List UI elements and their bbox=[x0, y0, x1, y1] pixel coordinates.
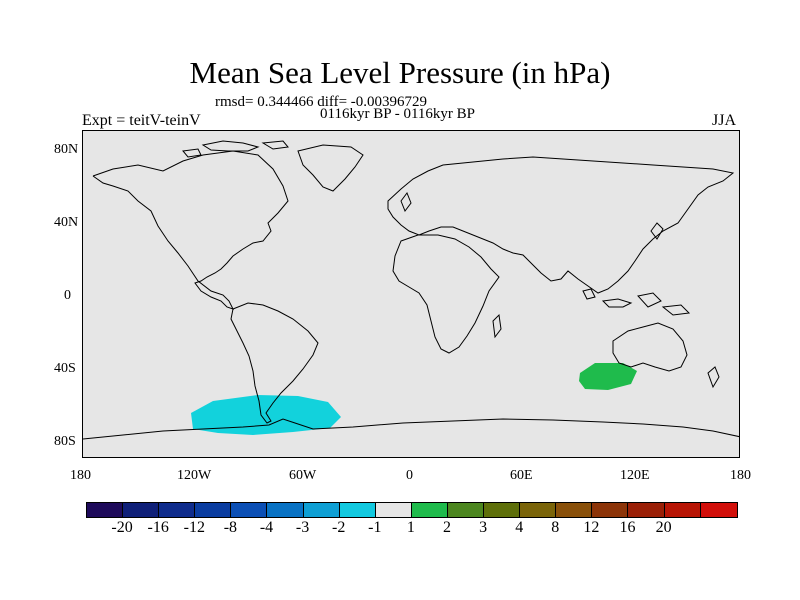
x-tick-label-60w: 60W bbox=[289, 468, 317, 483]
colorbar-label: -3 bbox=[295, 519, 310, 536]
colorbar-swatch bbox=[267, 503, 304, 517]
colorbar-swatch bbox=[484, 503, 521, 517]
coastline-new-zealand bbox=[707, 366, 720, 389]
x-tick-label-180e: 180 bbox=[730, 468, 751, 483]
coastline-africa bbox=[392, 234, 500, 354]
colorbar-label: 4 bbox=[515, 519, 524, 536]
colorbar-label: -1 bbox=[368, 519, 382, 536]
coastline-antarctica bbox=[83, 418, 739, 440]
coastline-madagascar bbox=[492, 313, 502, 339]
colorbar-label: -2 bbox=[332, 519, 346, 536]
y-tick-label-eq: 0 bbox=[64, 288, 71, 303]
colorbar-swatch bbox=[447, 503, 485, 517]
colorbar-swatch bbox=[411, 503, 448, 517]
anomaly-region-southeast-pacific bbox=[191, 395, 341, 435]
colorbar-swatch bbox=[700, 503, 737, 517]
x-tick-label-60e: 60E bbox=[510, 468, 533, 483]
coastline-eurasia bbox=[387, 156, 735, 294]
colorbar-swatch bbox=[231, 503, 268, 517]
map-panel bbox=[82, 130, 740, 458]
colorbar-swatch bbox=[664, 503, 701, 517]
coastline-north-america bbox=[92, 150, 289, 310]
colorbar bbox=[86, 502, 738, 518]
coastline-indonesia bbox=[582, 288, 691, 316]
colorbar-swatch bbox=[556, 503, 593, 517]
season-label: JJA bbox=[712, 112, 737, 129]
colorbar-label: -16 bbox=[147, 519, 169, 536]
colorbar-swatch bbox=[592, 503, 629, 517]
colorbar-label: 1 bbox=[406, 519, 415, 536]
colorbar-label: 8 bbox=[551, 519, 560, 536]
y-tick-label-40n: 40N bbox=[54, 215, 79, 230]
y-tick-label-40s: 40S bbox=[54, 361, 76, 376]
colorbar-swatch bbox=[123, 503, 160, 517]
x-tick-label-180w: 180 bbox=[70, 468, 91, 483]
y-tick-label-80s: 80S bbox=[54, 434, 76, 449]
plot-title: Mean Sea Level Pressure (in hPa) bbox=[189, 55, 611, 90]
colorbar-swatch bbox=[520, 503, 557, 517]
colorbar-swatch bbox=[375, 503, 412, 517]
colorbar-swatch bbox=[195, 503, 232, 517]
coastline-south-america bbox=[230, 302, 319, 424]
coastlines bbox=[83, 140, 739, 440]
experiment-label: Expt = teitV-teinV bbox=[82, 112, 201, 129]
y-tick-label-80n: 80N bbox=[54, 142, 79, 157]
colorbar-label: 20 bbox=[655, 519, 672, 536]
world-map bbox=[83, 140, 739, 440]
stats-line: rmsd= 0.344466 diff= -0.00396729 bbox=[215, 94, 428, 110]
colorbar-label: 2 bbox=[443, 519, 451, 536]
x-tick-label-0: 0 bbox=[406, 468, 413, 483]
colorbar-label: 12 bbox=[583, 519, 600, 536]
anomaly-region-southern-indian-ocean bbox=[579, 363, 637, 390]
colorbar-label: -20 bbox=[111, 519, 133, 536]
coastline-greenland bbox=[297, 144, 364, 192]
coastline-japan bbox=[650, 222, 664, 240]
x-tick-label-120e: 120E bbox=[620, 468, 650, 483]
colorbar-swatch bbox=[87, 503, 124, 517]
colorbar-swatch bbox=[339, 503, 376, 517]
colorbar-label: 16 bbox=[619, 519, 636, 536]
colorbar-label: 3 bbox=[479, 519, 488, 536]
coastline-arctic-islands bbox=[182, 140, 289, 158]
colorbar-label: -4 bbox=[259, 519, 274, 536]
colorbar-label: -12 bbox=[183, 519, 205, 536]
colorbar-swatch bbox=[303, 503, 340, 517]
plot-subtitle: 0116kyr BP - 0116kyr BP bbox=[320, 106, 476, 122]
x-tick-label-120w: 120W bbox=[177, 468, 212, 483]
coastline-australia bbox=[612, 322, 688, 372]
colorbar-label: -8 bbox=[223, 519, 238, 536]
colorbar-swatch bbox=[628, 503, 665, 517]
coastline-british-isles bbox=[400, 191, 412, 213]
colorbar-swatch bbox=[159, 503, 196, 517]
